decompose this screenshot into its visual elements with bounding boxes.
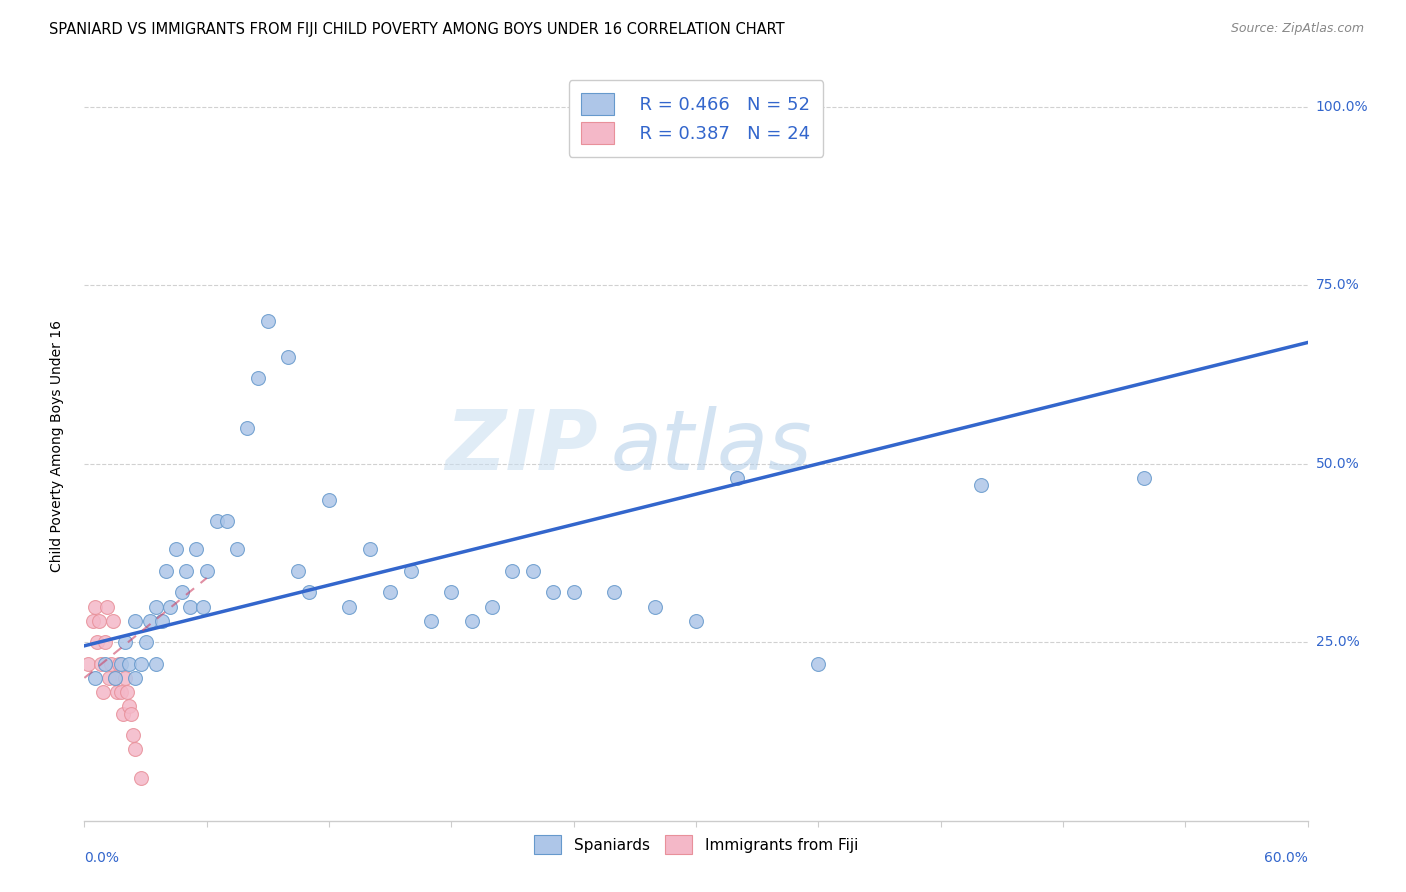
- Point: [145, 657, 167, 671]
- Point: [110, 657, 132, 671]
- Point: [124, 614, 146, 628]
- Point: [318, 492, 340, 507]
- Point: [101, 614, 124, 628]
- Text: ZIP: ZIP: [446, 406, 598, 486]
- Point: [91, 685, 114, 699]
- Point: [359, 542, 381, 557]
- Point: [114, 671, 136, 685]
- Text: 75.0%: 75.0%: [1316, 278, 1360, 293]
- Point: [644, 599, 666, 614]
- Point: [124, 742, 146, 756]
- Point: [100, 657, 122, 671]
- Point: [124, 671, 146, 685]
- Point: [108, 657, 131, 671]
- Point: [77, 657, 100, 671]
- Point: [186, 542, 208, 557]
- Point: [86, 635, 108, 649]
- Point: [145, 599, 167, 614]
- Point: [165, 542, 187, 557]
- Point: [339, 599, 361, 614]
- Point: [114, 635, 136, 649]
- Text: 25.0%: 25.0%: [1316, 635, 1360, 649]
- Text: 60.0%: 60.0%: [1264, 851, 1308, 865]
- Text: atlas: atlas: [610, 406, 813, 486]
- Point: [807, 657, 830, 671]
- Point: [226, 542, 249, 557]
- Point: [120, 706, 142, 721]
- Point: [105, 685, 128, 699]
- Point: [461, 614, 484, 628]
- Point: [110, 685, 132, 699]
- Point: [174, 564, 197, 578]
- Text: 0.0%: 0.0%: [84, 851, 120, 865]
- Point: [118, 657, 141, 671]
- Point: [195, 564, 218, 578]
- Point: [440, 585, 463, 599]
- Point: [543, 585, 565, 599]
- Point: [172, 585, 194, 599]
- Point: [96, 599, 118, 614]
- Point: [481, 599, 503, 614]
- Point: [236, 421, 259, 435]
- Y-axis label: Child Poverty Among Boys Under 16: Child Poverty Among Boys Under 16: [49, 320, 63, 572]
- Point: [82, 614, 104, 628]
- Text: Source: ZipAtlas.com: Source: ZipAtlas.com: [1230, 22, 1364, 36]
- Point: [420, 614, 443, 628]
- Point: [246, 371, 269, 385]
- Point: [115, 685, 138, 699]
- Point: [131, 771, 153, 785]
- Point: [380, 585, 402, 599]
- Point: [191, 599, 214, 614]
- Point: [122, 728, 145, 742]
- Point: [179, 599, 201, 614]
- Point: [138, 614, 160, 628]
- Point: [685, 614, 707, 628]
- Point: [725, 471, 748, 485]
- Point: [118, 699, 141, 714]
- Point: [90, 657, 112, 671]
- Point: [159, 599, 181, 614]
- Point: [83, 671, 105, 685]
- Point: [277, 350, 299, 364]
- Text: SPANIARD VS IMMIGRANTS FROM FIJI CHILD POVERTY AMONG BOYS UNDER 16 CORRELATION C: SPANIARD VS IMMIGRANTS FROM FIJI CHILD P…: [49, 22, 785, 37]
- Point: [970, 478, 993, 492]
- Point: [603, 585, 626, 599]
- Point: [205, 514, 228, 528]
- Point: [135, 635, 157, 649]
- Text: 50.0%: 50.0%: [1316, 457, 1360, 471]
- Point: [93, 657, 115, 671]
- Text: 100.0%: 100.0%: [1316, 100, 1368, 114]
- Point: [104, 671, 127, 685]
- Point: [562, 585, 585, 599]
- Point: [104, 671, 127, 685]
- Point: [399, 564, 422, 578]
- Point: [87, 614, 110, 628]
- Point: [502, 564, 524, 578]
- Point: [150, 614, 173, 628]
- Point: [131, 657, 153, 671]
- Point: [112, 706, 135, 721]
- Point: [257, 314, 280, 328]
- Point: [1133, 471, 1156, 485]
- Legend: Spaniards, Immigrants from Fiji: Spaniards, Immigrants from Fiji: [526, 828, 866, 862]
- Point: [217, 514, 239, 528]
- Point: [522, 564, 544, 578]
- Point: [298, 585, 321, 599]
- Point: [83, 599, 105, 614]
- Point: [97, 671, 120, 685]
- Point: [93, 635, 115, 649]
- Point: [155, 564, 177, 578]
- Point: [287, 564, 309, 578]
